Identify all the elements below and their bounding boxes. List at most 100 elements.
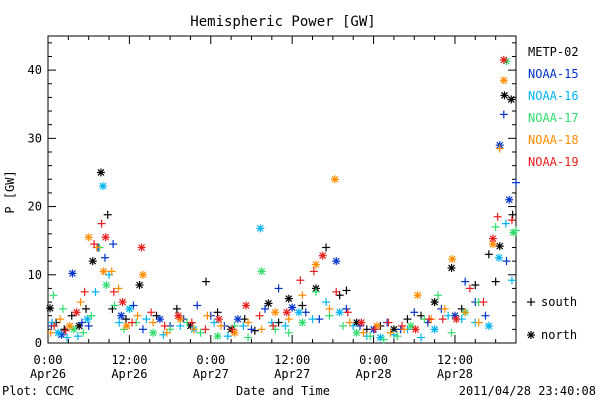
- series-noaa-19: [50, 55, 516, 335]
- data-point-south: [203, 311, 212, 320]
- data-point-south: [325, 311, 334, 320]
- data-point-south: [48, 318, 57, 327]
- data-point-south: [379, 335, 388, 344]
- data-point-south: [349, 321, 358, 330]
- data-point-south: [109, 240, 118, 249]
- data-point-south: [440, 304, 449, 313]
- data-point-north: [233, 315, 242, 324]
- data-point-south: [223, 332, 232, 341]
- data-point-south: [386, 328, 395, 337]
- data-point-north: [118, 298, 127, 307]
- data-point-north: [372, 321, 381, 330]
- legend-entry-noaa-16: NOAA-16: [528, 89, 579, 103]
- data-point-south: [403, 315, 412, 324]
- x-tick-time: 12:00: [111, 353, 147, 367]
- data-point-north: [311, 260, 320, 269]
- x-tick-time: 0:00: [196, 353, 225, 367]
- data-point-south: [73, 332, 82, 341]
- y-tick-label: 30: [28, 131, 42, 145]
- data-point-north: [125, 304, 134, 313]
- data-point-south: [138, 325, 147, 334]
- data-point-south: [342, 286, 351, 295]
- data-point-south: [228, 325, 237, 334]
- data-point-south: [296, 276, 305, 285]
- data-point-north: [352, 328, 361, 337]
- data-point-south: [201, 325, 210, 334]
- data-point-south: [434, 291, 442, 300]
- y-tick-label: 40: [28, 63, 42, 77]
- data-point-south: [87, 311, 96, 320]
- series-noaa-18: [46, 76, 508, 337]
- data-point-north: [499, 76, 508, 85]
- data-point-south: [281, 321, 290, 330]
- data-point-south: [423, 318, 432, 327]
- data-point-south: [393, 332, 402, 341]
- data-point-north: [294, 308, 303, 317]
- data-point-south: [284, 315, 293, 324]
- data-point-south: [332, 287, 341, 296]
- data-point-south: [244, 333, 253, 342]
- data-point-north: [499, 55, 508, 64]
- data-point-south: [176, 321, 185, 330]
- data-point-south: [438, 315, 447, 324]
- data-point-south: [384, 318, 393, 327]
- data-point-south: [76, 298, 85, 307]
- legend-entry-noaa-17: NOAA-17: [528, 111, 579, 125]
- data-point-south: [147, 308, 156, 317]
- data-point-south: [271, 325, 280, 334]
- data-point-south: [274, 284, 283, 293]
- data-point-south: [502, 257, 511, 266]
- data-point-south: [244, 318, 253, 327]
- marker-legend-north: north: [541, 328, 577, 342]
- data-point-north: [413, 291, 422, 300]
- data-point-north: [357, 318, 366, 327]
- data-point-south: [311, 287, 320, 296]
- data-point-south: [339, 321, 348, 330]
- data-point-south: [479, 298, 488, 307]
- plot-credit: Plot: CCMC: [2, 384, 74, 398]
- data-point-south: [309, 267, 318, 276]
- data-point-north: [88, 257, 97, 266]
- data-point-south: [84, 321, 93, 330]
- data-point-north: [230, 328, 239, 337]
- data-point-south: [142, 315, 151, 324]
- data-point-north: [117, 311, 126, 320]
- data-point-south: [122, 315, 130, 324]
- data-point-south: [103, 210, 112, 219]
- legend-entry-noaa-15: NOAA-15: [528, 67, 579, 81]
- data-point-north: [122, 321, 131, 330]
- data-point-south: [257, 325, 266, 334]
- x-tick-date: Apr27: [193, 367, 229, 381]
- data-point-south: [77, 318, 86, 327]
- data-point-south: [269, 321, 278, 330]
- data-point-south: [128, 318, 137, 327]
- data-point-south: [255, 311, 264, 320]
- data-point-south: [159, 330, 168, 339]
- data-point-south: [322, 243, 331, 252]
- data-point-south: [501, 219, 510, 228]
- data-point-south: [425, 315, 434, 324]
- data-point-south: [109, 287, 118, 296]
- data-point-south: [461, 308, 470, 317]
- data-point-south: [507, 216, 516, 225]
- data-point-south: [315, 315, 324, 324]
- data-point-south: [447, 328, 456, 337]
- data-point-north: [102, 281, 111, 290]
- data-point-north: [495, 242, 504, 251]
- data-point-south: [335, 291, 344, 300]
- x-tick-time: 12:00: [274, 353, 310, 367]
- y-tick-label: 0: [35, 336, 42, 350]
- series-metp-02: [46, 91, 517, 335]
- data-point-north: [507, 95, 516, 104]
- plot-frame: [47, 35, 517, 344]
- data-point-south: [507, 276, 516, 285]
- data-point-south: [444, 311, 453, 320]
- data-point-south: [457, 304, 466, 313]
- y-axis: 0 10 20 30 40: [28, 42, 516, 350]
- data-point-south: [115, 318, 124, 327]
- data-point-south: [239, 321, 248, 330]
- data-point-north: [411, 325, 420, 334]
- data-point-south: [149, 318, 158, 327]
- data-point-south: [284, 328, 293, 337]
- data-point-south: [81, 304, 90, 313]
